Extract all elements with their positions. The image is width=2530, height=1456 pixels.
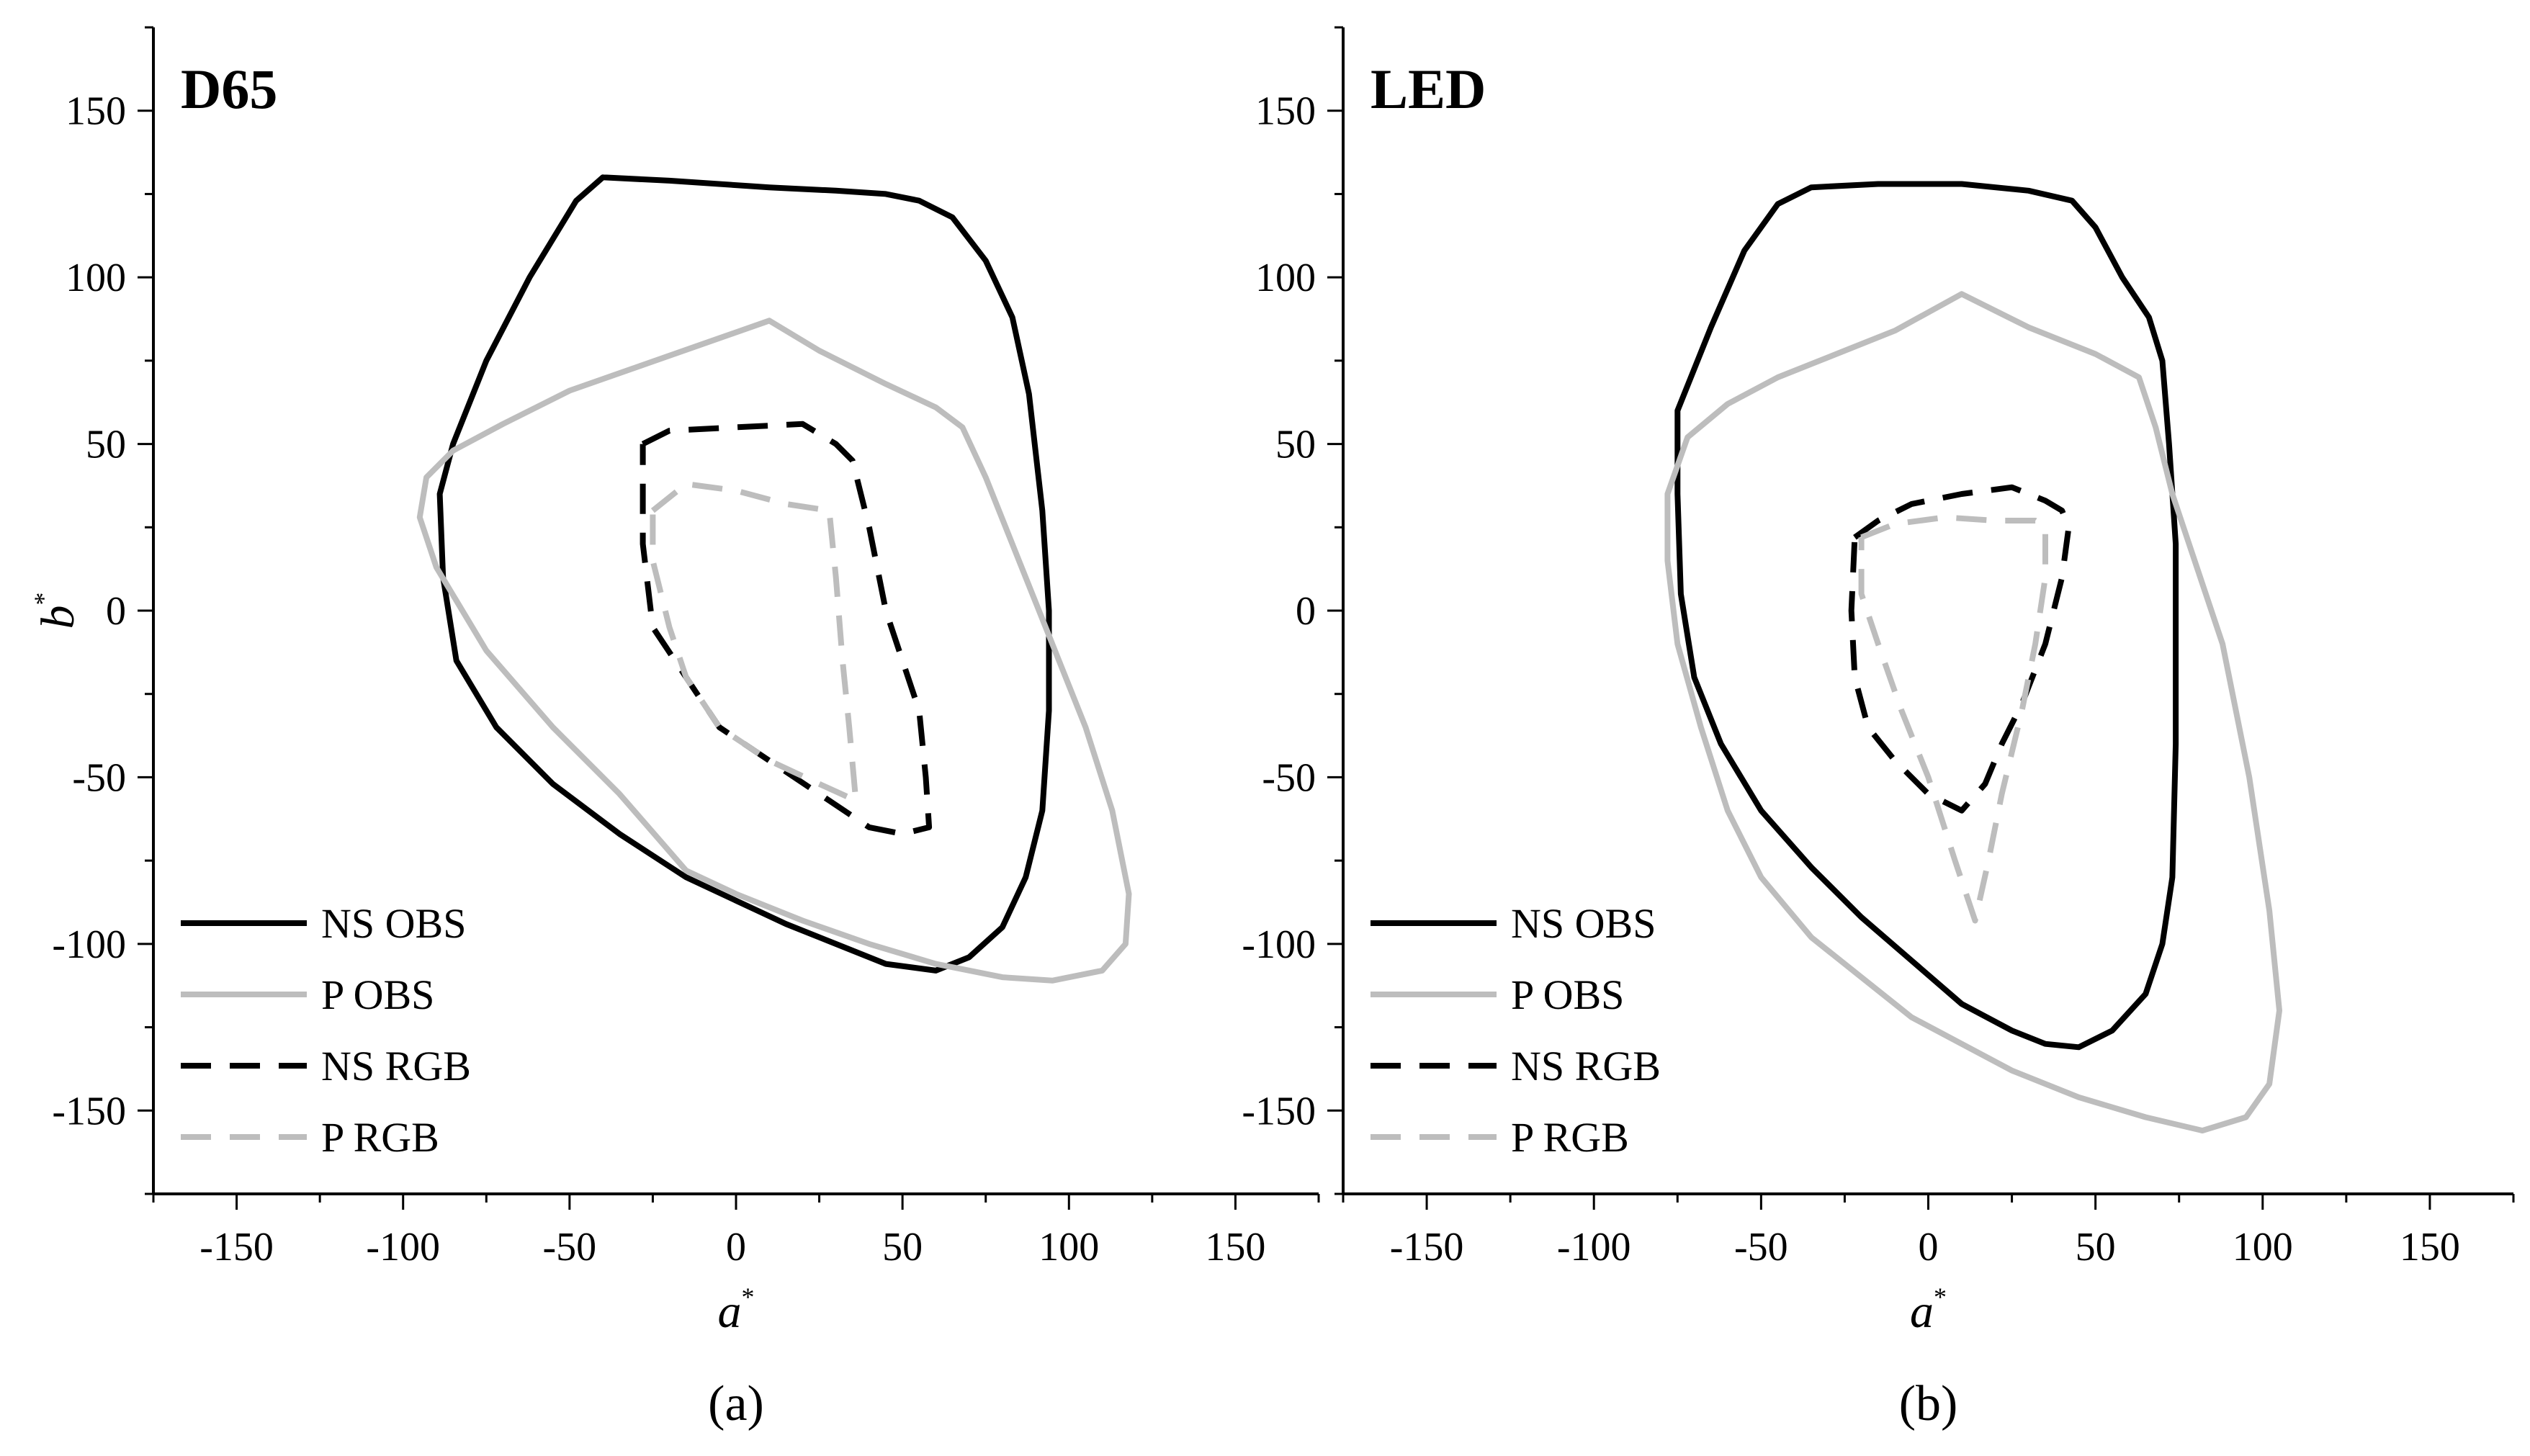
legend: NS OBS P OBS NS RGB P RGB [1371,900,1661,1161]
legend-label: P RGB [321,1114,439,1161]
series-ns-obs-curve [436,174,1052,974]
y-tick-label: 150 [66,89,126,134]
legend-label: P OBS [1511,971,1624,1018]
y-tick-label: 0 [1296,589,1316,634]
x-tick-label: 150 [2400,1225,2460,1269]
panel-d65: -150 -100 -50 0 50 100 150 -150 -100 -50 0 50 100 150… [29,26,1320,1432]
y-tick-label: 100 [66,256,126,300]
panel-caption: (b) [1899,1376,1958,1432]
x-axis-title-superscript: * [1934,1282,1947,1311]
x-tick-label: -100 [366,1225,440,1269]
x-tick-label: 150 [1205,1225,1265,1269]
series-ns-rgb-curve [640,421,933,837]
series-p-rgb-curve [1858,514,2048,924]
y-tick-label: -150 [1242,1089,1316,1133]
y-tick-label: 0 [106,589,126,634]
x-tick-label: 100 [2233,1225,2293,1269]
y-tick-label: 150 [1255,89,1316,134]
legend-label: NS RGB [321,1043,471,1089]
series-ns-obs-curve [1674,181,2179,1051]
panel-title: LED [1371,58,1486,120]
panel-led: -150 -100 -50 0 50 100 150 -150 -100 -50 0 50 100 150… [1242,26,2515,1432]
x-axis-title: a* [718,1282,755,1338]
y-tick-label: 100 [1255,256,1316,300]
x-tick-label: -150 [1390,1225,1464,1269]
legend: NS OBS P OBS NS RGB P RGB [181,900,471,1161]
x-tick-label: -100 [1557,1225,1631,1269]
x-tick-label: 50 [2076,1225,2116,1269]
y-tick-label: -50 [72,755,126,800]
x-tick-label: -50 [543,1225,597,1269]
x-axis-title-superscript: * [742,1282,755,1311]
series-ns-rgb-curve [1848,484,2072,814]
y-tick-label: -100 [1242,922,1316,967]
y-tick-label: -100 [52,922,126,967]
series-p-obs-curve [416,318,1132,984]
x-tick-label: 100 [1039,1225,1099,1269]
y-axis-title-superscript: * [29,593,58,606]
legend-label: P OBS [321,971,434,1018]
y-tick-label: -50 [1262,755,1316,800]
legend-label: NS RGB [1511,1043,1661,1089]
y-tick-label: 50 [86,423,126,467]
legend-label: NS OBS [1511,900,1656,947]
x-axis-title: a* [1910,1282,1947,1338]
legend-label: P RGB [1511,1114,1629,1161]
x-tick-label: -50 [1734,1225,1788,1269]
x-tick-label: -150 [199,1225,274,1269]
legend-label: NS OBS [321,900,466,947]
y-tick-label: 50 [1275,423,1316,467]
x-tick-label: 0 [726,1225,746,1269]
y-tick-label: -150 [52,1089,126,1133]
x-tick-label: 0 [1919,1225,1939,1269]
series-p-rgb-curve [650,481,859,804]
x-tick-label: 50 [882,1225,923,1269]
series-p-obs-curve [1664,291,2282,1134]
panel-title: D65 [181,58,277,120]
y-axis-title: b* [29,593,84,629]
panel-caption: (a) [708,1376,764,1432]
